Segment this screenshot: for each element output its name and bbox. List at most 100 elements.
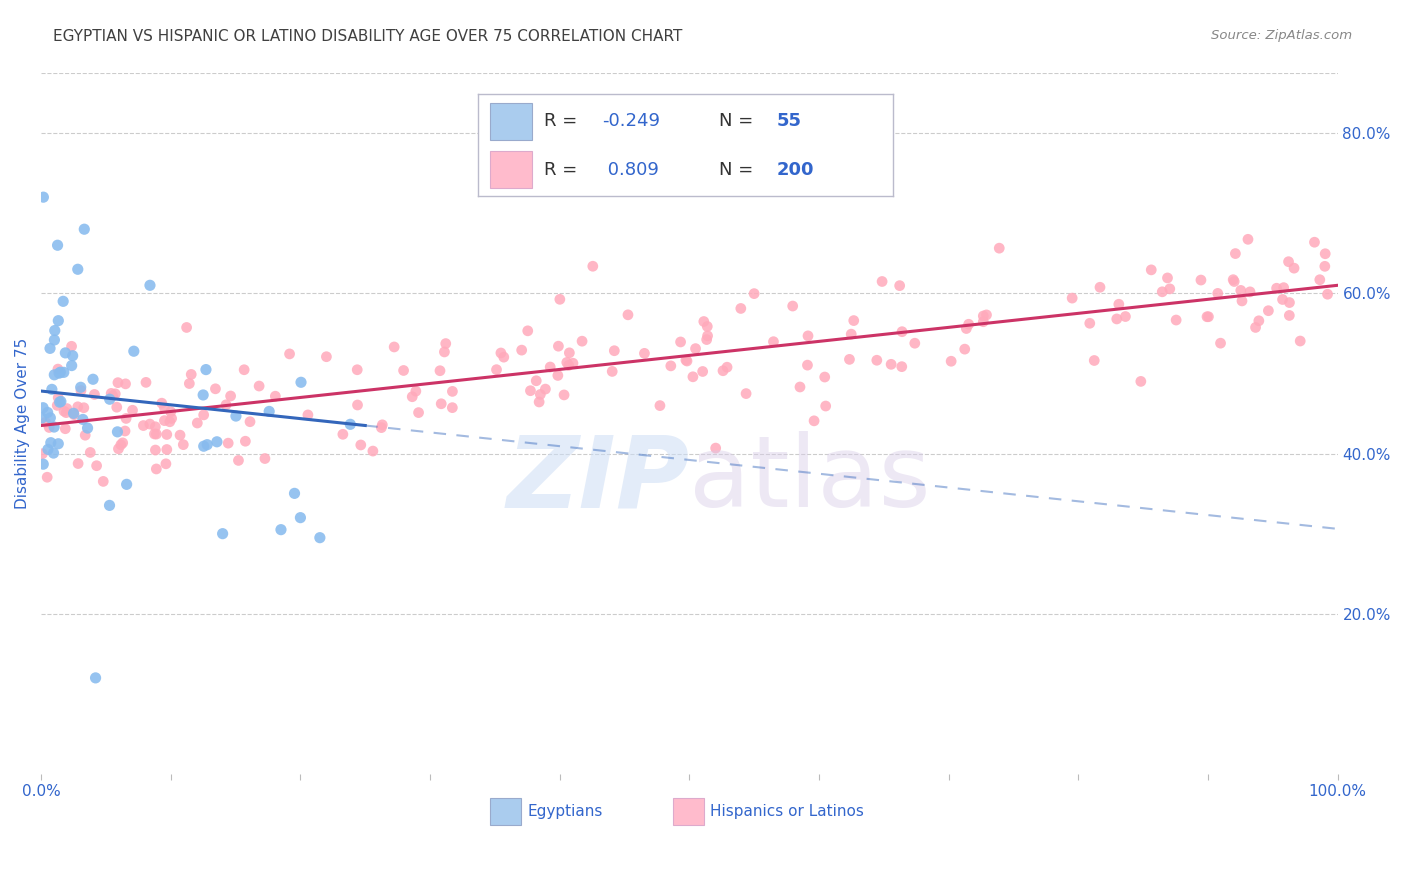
Point — [675, 353, 697, 368]
FancyBboxPatch shape — [672, 797, 703, 824]
Text: N =: N = — [718, 112, 759, 130]
Point — [953, 342, 976, 356]
Point — [870, 275, 893, 289]
Point — [217, 436, 239, 450]
Text: R =: R = — [544, 112, 583, 130]
Point — [1195, 310, 1218, 324]
Point — [538, 359, 561, 374]
Point — [433, 345, 456, 359]
Text: -0.249: -0.249 — [603, 112, 661, 130]
Point — [49, 394, 72, 409]
Point — [716, 360, 738, 375]
Point — [143, 419, 166, 434]
Point — [79, 445, 101, 459]
Point — [555, 355, 578, 369]
Point — [56, 401, 79, 416]
Point — [633, 346, 655, 360]
Point — [39, 410, 62, 425]
Point — [195, 438, 218, 452]
Text: 55: 55 — [776, 112, 801, 130]
Point — [235, 434, 257, 449]
Point — [955, 321, 977, 335]
Point — [976, 308, 998, 322]
Point — [205, 434, 228, 449]
Point — [838, 352, 860, 367]
Point — [1166, 313, 1188, 327]
Point — [73, 401, 96, 415]
Text: ZIP: ZIP — [506, 431, 689, 528]
Point — [86, 458, 108, 473]
Point — [179, 376, 201, 391]
Point — [1209, 336, 1232, 351]
Point — [46, 238, 69, 252]
Point — [159, 415, 181, 429]
Point — [1278, 309, 1301, 323]
Point — [46, 436, 69, 450]
Point — [1272, 280, 1295, 294]
Y-axis label: Disability Age Over 75: Disability Age Over 75 — [15, 338, 30, 509]
Point — [814, 370, 837, 384]
Point — [257, 404, 280, 418]
Point — [1105, 312, 1128, 326]
Point — [562, 356, 585, 370]
Point — [890, 359, 912, 374]
Point — [150, 396, 173, 410]
Point — [42, 420, 65, 434]
Point — [371, 417, 394, 432]
Point — [547, 339, 569, 353]
Point — [135, 376, 157, 390]
Point — [72, 412, 94, 426]
Point — [42, 446, 65, 460]
Point — [429, 364, 451, 378]
Point — [880, 357, 903, 371]
Point — [553, 388, 575, 402]
Point — [66, 262, 89, 277]
Point — [692, 364, 714, 378]
Point — [38, 420, 60, 434]
Point — [346, 398, 368, 412]
Point — [392, 363, 415, 377]
Point — [332, 427, 354, 442]
Point — [53, 346, 76, 360]
Point — [735, 386, 758, 401]
Point — [1189, 273, 1212, 287]
Point — [193, 408, 215, 422]
Point — [1197, 310, 1219, 324]
Point — [114, 424, 136, 438]
Point — [558, 346, 581, 360]
Point — [441, 401, 464, 415]
Point — [1277, 254, 1299, 268]
Point — [139, 417, 162, 431]
Point — [547, 368, 569, 383]
Point — [648, 399, 671, 413]
Point — [762, 334, 785, 349]
Point — [233, 363, 256, 377]
Point — [55, 406, 77, 420]
Bar — [491, 151, 531, 188]
Point — [160, 411, 183, 425]
Point — [225, 409, 247, 423]
Point — [247, 379, 270, 393]
Point — [44, 333, 66, 347]
Point — [1278, 295, 1301, 310]
Point — [145, 427, 167, 442]
Point — [408, 406, 430, 420]
Point — [434, 336, 457, 351]
Point — [489, 346, 512, 360]
Point — [361, 444, 384, 458]
Point — [37, 470, 59, 484]
Point — [693, 314, 716, 328]
Point — [107, 376, 129, 390]
Point — [82, 372, 104, 386]
Point — [789, 380, 811, 394]
Point — [49, 365, 72, 379]
Point — [104, 387, 127, 401]
Point — [659, 359, 682, 373]
Point — [1244, 320, 1267, 334]
Point — [1078, 316, 1101, 330]
Point — [382, 340, 405, 354]
Point — [98, 499, 121, 513]
Point — [155, 457, 177, 471]
Point — [1247, 314, 1270, 328]
Point — [441, 384, 464, 399]
